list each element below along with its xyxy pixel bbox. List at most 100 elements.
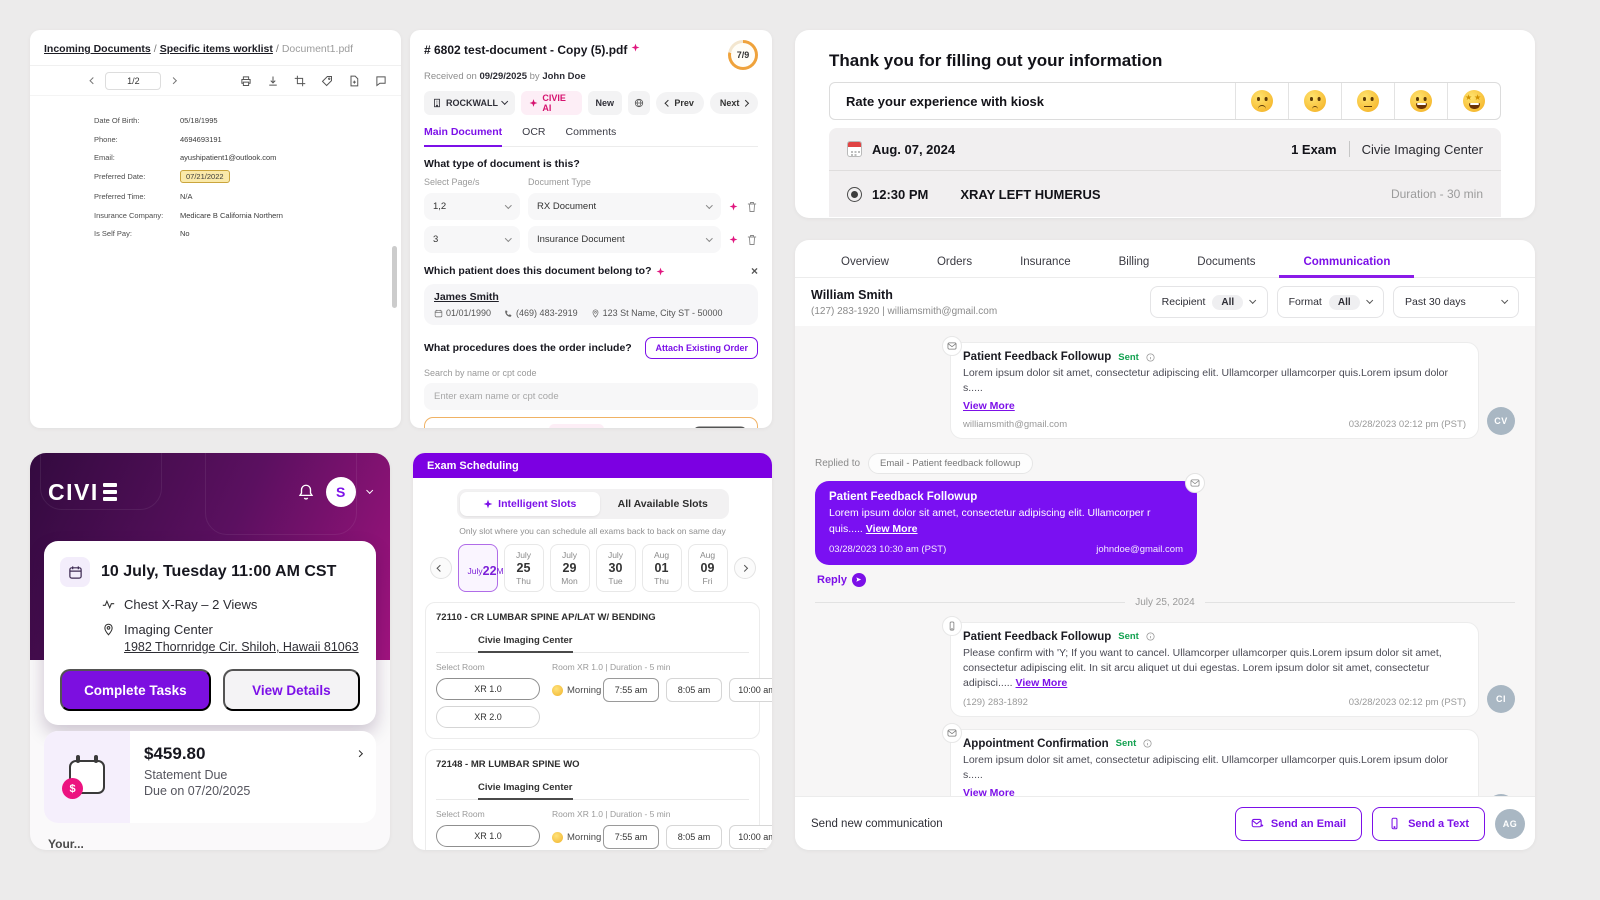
rating-option-1[interactable] bbox=[1235, 83, 1288, 119]
rating-option-4[interactable] bbox=[1394, 83, 1447, 119]
close-icon[interactable]: × bbox=[750, 264, 758, 278]
tab-main-document[interactable]: Main Document bbox=[424, 126, 503, 147]
add-procedure-button[interactable]: Add bbox=[692, 426, 747, 428]
tab-billing[interactable]: Billing bbox=[1118, 256, 1150, 268]
file-add-icon[interactable] bbox=[348, 75, 360, 87]
next-document-button[interactable]: Next bbox=[709, 92, 758, 114]
message-card[interactable]: Patient Feedback Followup Sent Please co… bbox=[942, 615, 1479, 717]
room-button[interactable]: XR 2.0 bbox=[436, 706, 540, 728]
center-address-link[interactable]: 1982 Thornridge Cir. Shiloh, Hawaii 8106… bbox=[124, 640, 359, 654]
download-icon[interactable] bbox=[267, 75, 279, 87]
time-slot[interactable]: 7:55 am bbox=[603, 678, 659, 702]
recipient-filter[interactable]: Recipient All bbox=[1149, 286, 1268, 318]
date-option[interactable]: July 29 Mon bbox=[549, 544, 590, 592]
rating-option-3[interactable] bbox=[1341, 83, 1394, 119]
send-text-button[interactable]: Send a Text bbox=[1372, 806, 1485, 841]
time-slot[interactable]: 8:05 am bbox=[666, 678, 722, 702]
prev-document-button[interactable]: Prev bbox=[655, 92, 704, 114]
carousel-next-button[interactable] bbox=[733, 557, 756, 579]
info-icon[interactable] bbox=[1146, 632, 1155, 641]
view-more-link[interactable]: View More bbox=[865, 523, 918, 536]
chevron-right-icon[interactable] bbox=[355, 750, 364, 758]
send-email-button[interactable]: Send an Email bbox=[1234, 806, 1363, 841]
chevron-down-icon bbox=[505, 234, 512, 242]
date-option[interactable]: Aug 01 Thu bbox=[641, 544, 682, 592]
appointment-card: 10 July, Tuesday 11:00 AM CST Chest X-Ra… bbox=[44, 541, 376, 725]
procedure-card: 29302 CT CHEST W/WO CIVIE AI ICD:182938 … bbox=[424, 417, 758, 428]
page-prev-icon[interactable] bbox=[88, 76, 97, 85]
chevron-down-icon[interactable] bbox=[365, 486, 374, 495]
tab-insurance[interactable]: Insurance bbox=[1020, 256, 1071, 268]
patient-match-card[interactable]: James Smith 01/01/1990 (469) 483-2919 12… bbox=[424, 284, 758, 325]
tab-documents[interactable]: Documents bbox=[1197, 256, 1256, 268]
time-slot[interactable]: 8:05 am bbox=[666, 825, 722, 849]
trash-icon[interactable] bbox=[746, 201, 758, 213]
pages-select[interactable]: 1,2 bbox=[424, 193, 520, 220]
time-slot[interactable]: 10:00 am bbox=[729, 678, 772, 702]
print-icon[interactable] bbox=[240, 75, 252, 87]
view-more-link[interactable]: View More bbox=[1015, 677, 1068, 690]
date-option[interactable]: July22Mon bbox=[457, 544, 513, 592]
slots-toggle: Intelligent Slots All Available Slots bbox=[456, 489, 729, 519]
view-more-link[interactable]: View More bbox=[963, 787, 1015, 796]
center-tab[interactable]: Civie Imaging Center bbox=[478, 635, 573, 653]
reply-button[interactable]: Reply bbox=[817, 572, 1515, 587]
pdf-scrollbar[interactable] bbox=[392, 246, 397, 308]
crop-icon[interactable] bbox=[294, 75, 306, 87]
room-button[interactable]: XR 1.0 bbox=[436, 825, 540, 847]
tab-communication[interactable]: Communication bbox=[1279, 256, 1415, 278]
complete-tasks-button[interactable]: Complete Tasks bbox=[60, 669, 211, 711]
breadcrumb-worklist[interactable]: Specific items worklist bbox=[159, 43, 273, 55]
tab-comments[interactable]: Comments bbox=[565, 126, 617, 138]
globe-icon[interactable] bbox=[628, 91, 650, 115]
room-button[interactable]: XR 1.0 bbox=[436, 678, 540, 700]
page-indicator[interactable]: 1/2 bbox=[105, 71, 162, 90]
location-chip[interactable]: ROCKWALL bbox=[424, 91, 516, 115]
phone-icon bbox=[505, 309, 512, 317]
exam-radio[interactable] bbox=[847, 186, 862, 202]
intelligent-slots-toggle[interactable]: Intelligent Slots bbox=[459, 492, 601, 516]
reply-bubble-card[interactable]: Patient Feedback Followup Lorem ipsum do… bbox=[815, 481, 1197, 565]
user-avatar[interactable]: S bbox=[325, 477, 356, 507]
time-slot[interactable]: 7:55 am bbox=[603, 825, 659, 849]
patient-name[interactable]: James Smith bbox=[434, 291, 499, 303]
statement-card[interactable]: $ $459.80 Statement Due Due on 07/20/202… bbox=[44, 731, 376, 823]
trash-icon[interactable] bbox=[746, 234, 758, 246]
exam-search-input[interactable] bbox=[424, 383, 758, 410]
tag-icon[interactable] bbox=[321, 75, 333, 87]
message-card[interactable]: Patient Feedback Followup Sent Lorem ips… bbox=[942, 336, 1479, 440]
center-tab[interactable]: Civie Imaging Center bbox=[478, 782, 573, 800]
date-range-filter[interactable]: Past 30 days bbox=[1393, 286, 1519, 318]
view-details-button[interactable]: View Details bbox=[222, 669, 360, 711]
carousel-prev-button[interactable] bbox=[429, 557, 452, 579]
date-option[interactable]: Aug 09 Fri bbox=[687, 544, 728, 592]
sun-morning-icon bbox=[552, 684, 563, 696]
page-next-icon[interactable] bbox=[170, 76, 178, 85]
document-tabs: Main Document OCR Comments bbox=[424, 126, 758, 147]
comment-icon[interactable] bbox=[375, 75, 387, 87]
info-icon[interactable] bbox=[1146, 352, 1155, 362]
procedure-name[interactable]: 29302 CT CHEST W/WO bbox=[435, 427, 542, 429]
rating-option-5[interactable]: ★ ★ bbox=[1447, 83, 1500, 119]
doctype-select[interactable]: RX Document bbox=[528, 193, 721, 220]
bell-icon[interactable] bbox=[297, 483, 315, 501]
doctype-select[interactable]: Insurance Document bbox=[528, 226, 721, 253]
rating-option-2[interactable] bbox=[1288, 83, 1341, 119]
exam-scheduling-header: Exam Scheduling bbox=[413, 453, 772, 478]
info-icon[interactable] bbox=[1143, 739, 1152, 748]
tab-orders[interactable]: Orders bbox=[936, 256, 973, 268]
tab-overview[interactable]: Overview bbox=[841, 256, 889, 268]
tab-ocr[interactable]: OCR bbox=[522, 126, 546, 138]
format-filter[interactable]: Format All bbox=[1276, 286, 1384, 318]
attach-existing-order-button[interactable]: Attach Existing Order bbox=[645, 337, 758, 359]
time-slot[interactable]: 10:00 am bbox=[729, 825, 772, 849]
date-option[interactable]: July 30 Tue bbox=[595, 544, 636, 592]
view-more-link[interactable]: View More bbox=[963, 400, 1015, 413]
all-available-slots-toggle[interactable]: All Available Slots bbox=[617, 498, 708, 510]
replied-to-chip[interactable]: Email - Patient feedback followup bbox=[868, 453, 1033, 475]
date-option[interactable]: July 25 Thu bbox=[503, 544, 544, 592]
pages-select[interactable]: 3 bbox=[424, 226, 520, 253]
pdf-field-row: Preferred Date: 07/21/2022 bbox=[94, 169, 401, 183]
message-card[interactable]: Appointment Confirmation Sent Lorem ipsu… bbox=[942, 722, 1479, 796]
breadcrumb-incoming-documents[interactable]: Incoming Documents bbox=[44, 43, 151, 55]
